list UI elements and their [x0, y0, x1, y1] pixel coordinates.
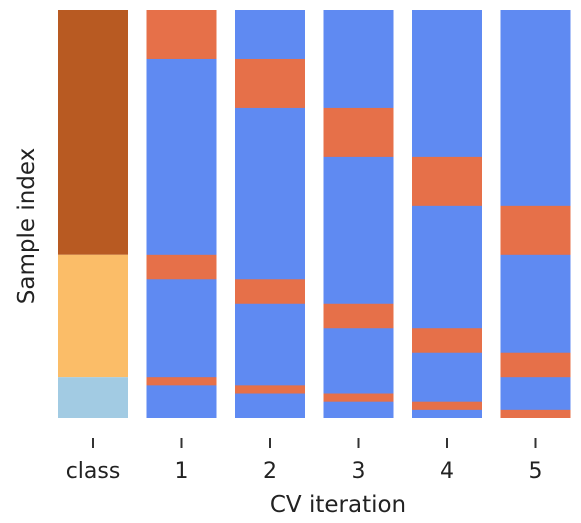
x-tick-label: 5 — [529, 459, 543, 484]
cv-iteration-column — [323, 10, 394, 418]
testing-segment — [323, 393, 394, 402]
testing-segment — [146, 377, 217, 386]
testing-segment — [235, 385, 305, 394]
cv-iteration-column — [235, 10, 305, 418]
x-tick-label: 3 — [352, 459, 366, 484]
bar-columns — [58, 10, 571, 418]
training-segment — [323, 10, 394, 418]
x-tick-label: class — [66, 459, 121, 484]
testing-segment — [412, 156, 482, 206]
y-axis-label: Sample index — [14, 148, 40, 304]
x-tick-label: 4 — [440, 459, 454, 484]
cv-iteration-column — [412, 10, 482, 418]
testing-segment — [146, 10, 217, 59]
testing-segment — [235, 58, 305, 108]
class-column — [58, 10, 128, 418]
class-segment — [58, 10, 128, 255]
x-axis-label: CV iteration — [270, 492, 406, 518]
testing-segment — [235, 279, 305, 304]
training-segment — [412, 10, 482, 418]
testing-segment — [323, 303, 394, 329]
testing-segment — [500, 409, 571, 418]
testing-segment — [412, 328, 482, 353]
testing-segment — [500, 205, 571, 255]
x-tick-label: 1 — [175, 459, 189, 484]
testing-segment — [412, 401, 482, 410]
class-segment — [58, 254, 128, 378]
testing-segment — [500, 352, 571, 378]
training-segment — [146, 10, 217, 418]
testing-segment — [323, 107, 394, 157]
testing-segment — [146, 254, 217, 280]
class-segment — [58, 377, 128, 418]
cv-iteration-column — [146, 10, 217, 418]
cv-iteration-column — [500, 10, 571, 418]
x-axis-ticks: class 1 2 3 4 5 — [66, 438, 543, 484]
x-tick-label: 2 — [263, 459, 277, 484]
